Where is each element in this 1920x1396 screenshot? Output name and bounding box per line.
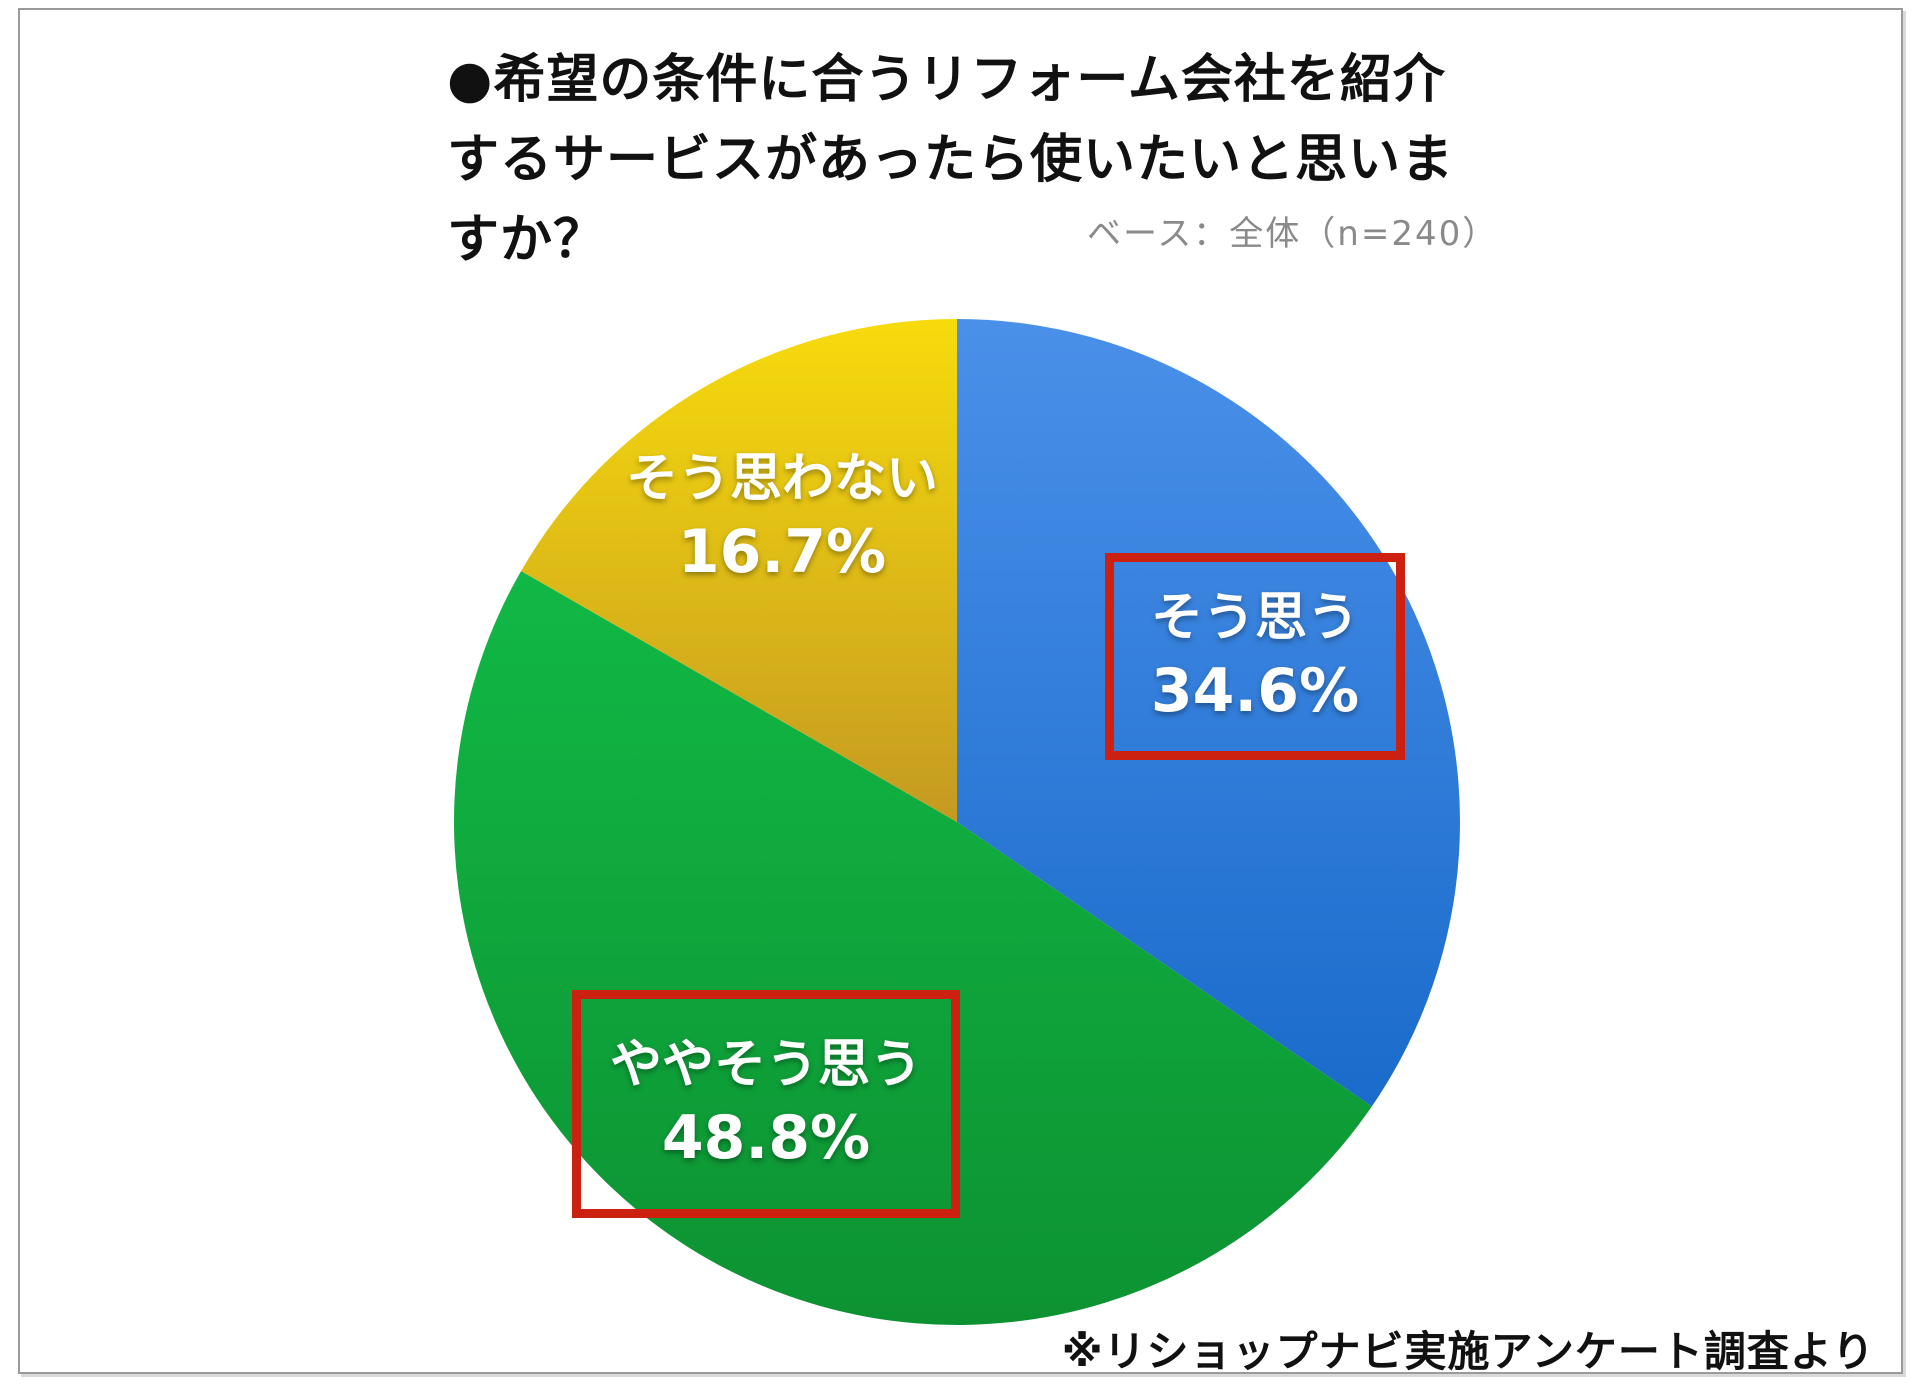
pie-slice-1 — [454, 570, 1372, 1325]
pie-slice-2 — [521, 319, 957, 822]
pie-slice-0 — [957, 319, 1460, 1107]
chart-title: ●希望の条件に合うリフォーム会社を紹介 するサービスがあったら使いたいと思いま … — [447, 40, 1454, 280]
slice-somewhat-value: 48.8% — [661, 1103, 871, 1173]
source-note: ※リショップナビ実施アンケート調査より — [1061, 1327, 1875, 1374]
chart-title-line-1: ●希望の条件に合うリフォーム会社を紹介 — [447, 50, 1446, 110]
slice-negative-value: 16.7% — [677, 517, 887, 587]
slice-positive-value: 34.6% — [1150, 655, 1360, 726]
slice-label-somewhat-highlight-box: ややそう思う 48.8% — [572, 990, 960, 1218]
pie-chart — [454, 319, 1460, 1325]
chart-title-line-3: すか？ — [447, 210, 607, 270]
slice-somewhat-name: ややそう思う — [609, 1035, 922, 1095]
slice-label-negative: そう思わない 16.7% — [626, 448, 938, 588]
chart-panel: ●希望の条件に合うリフォーム会社を紹介 するサービスがあったら使いたいと思いま … — [18, 8, 1903, 1374]
base-note: ベース：全体（n=240） — [1087, 214, 1499, 254]
slice-negative-name: そう思わない — [625, 449, 939, 509]
slice-positive-name: そう思う — [1150, 587, 1359, 648]
slice-label-positive-highlight-box: そう思う 34.6% — [1105, 553, 1405, 760]
chart-title-line-2: するサービスがあったら使いたいと思いま — [447, 130, 1455, 190]
